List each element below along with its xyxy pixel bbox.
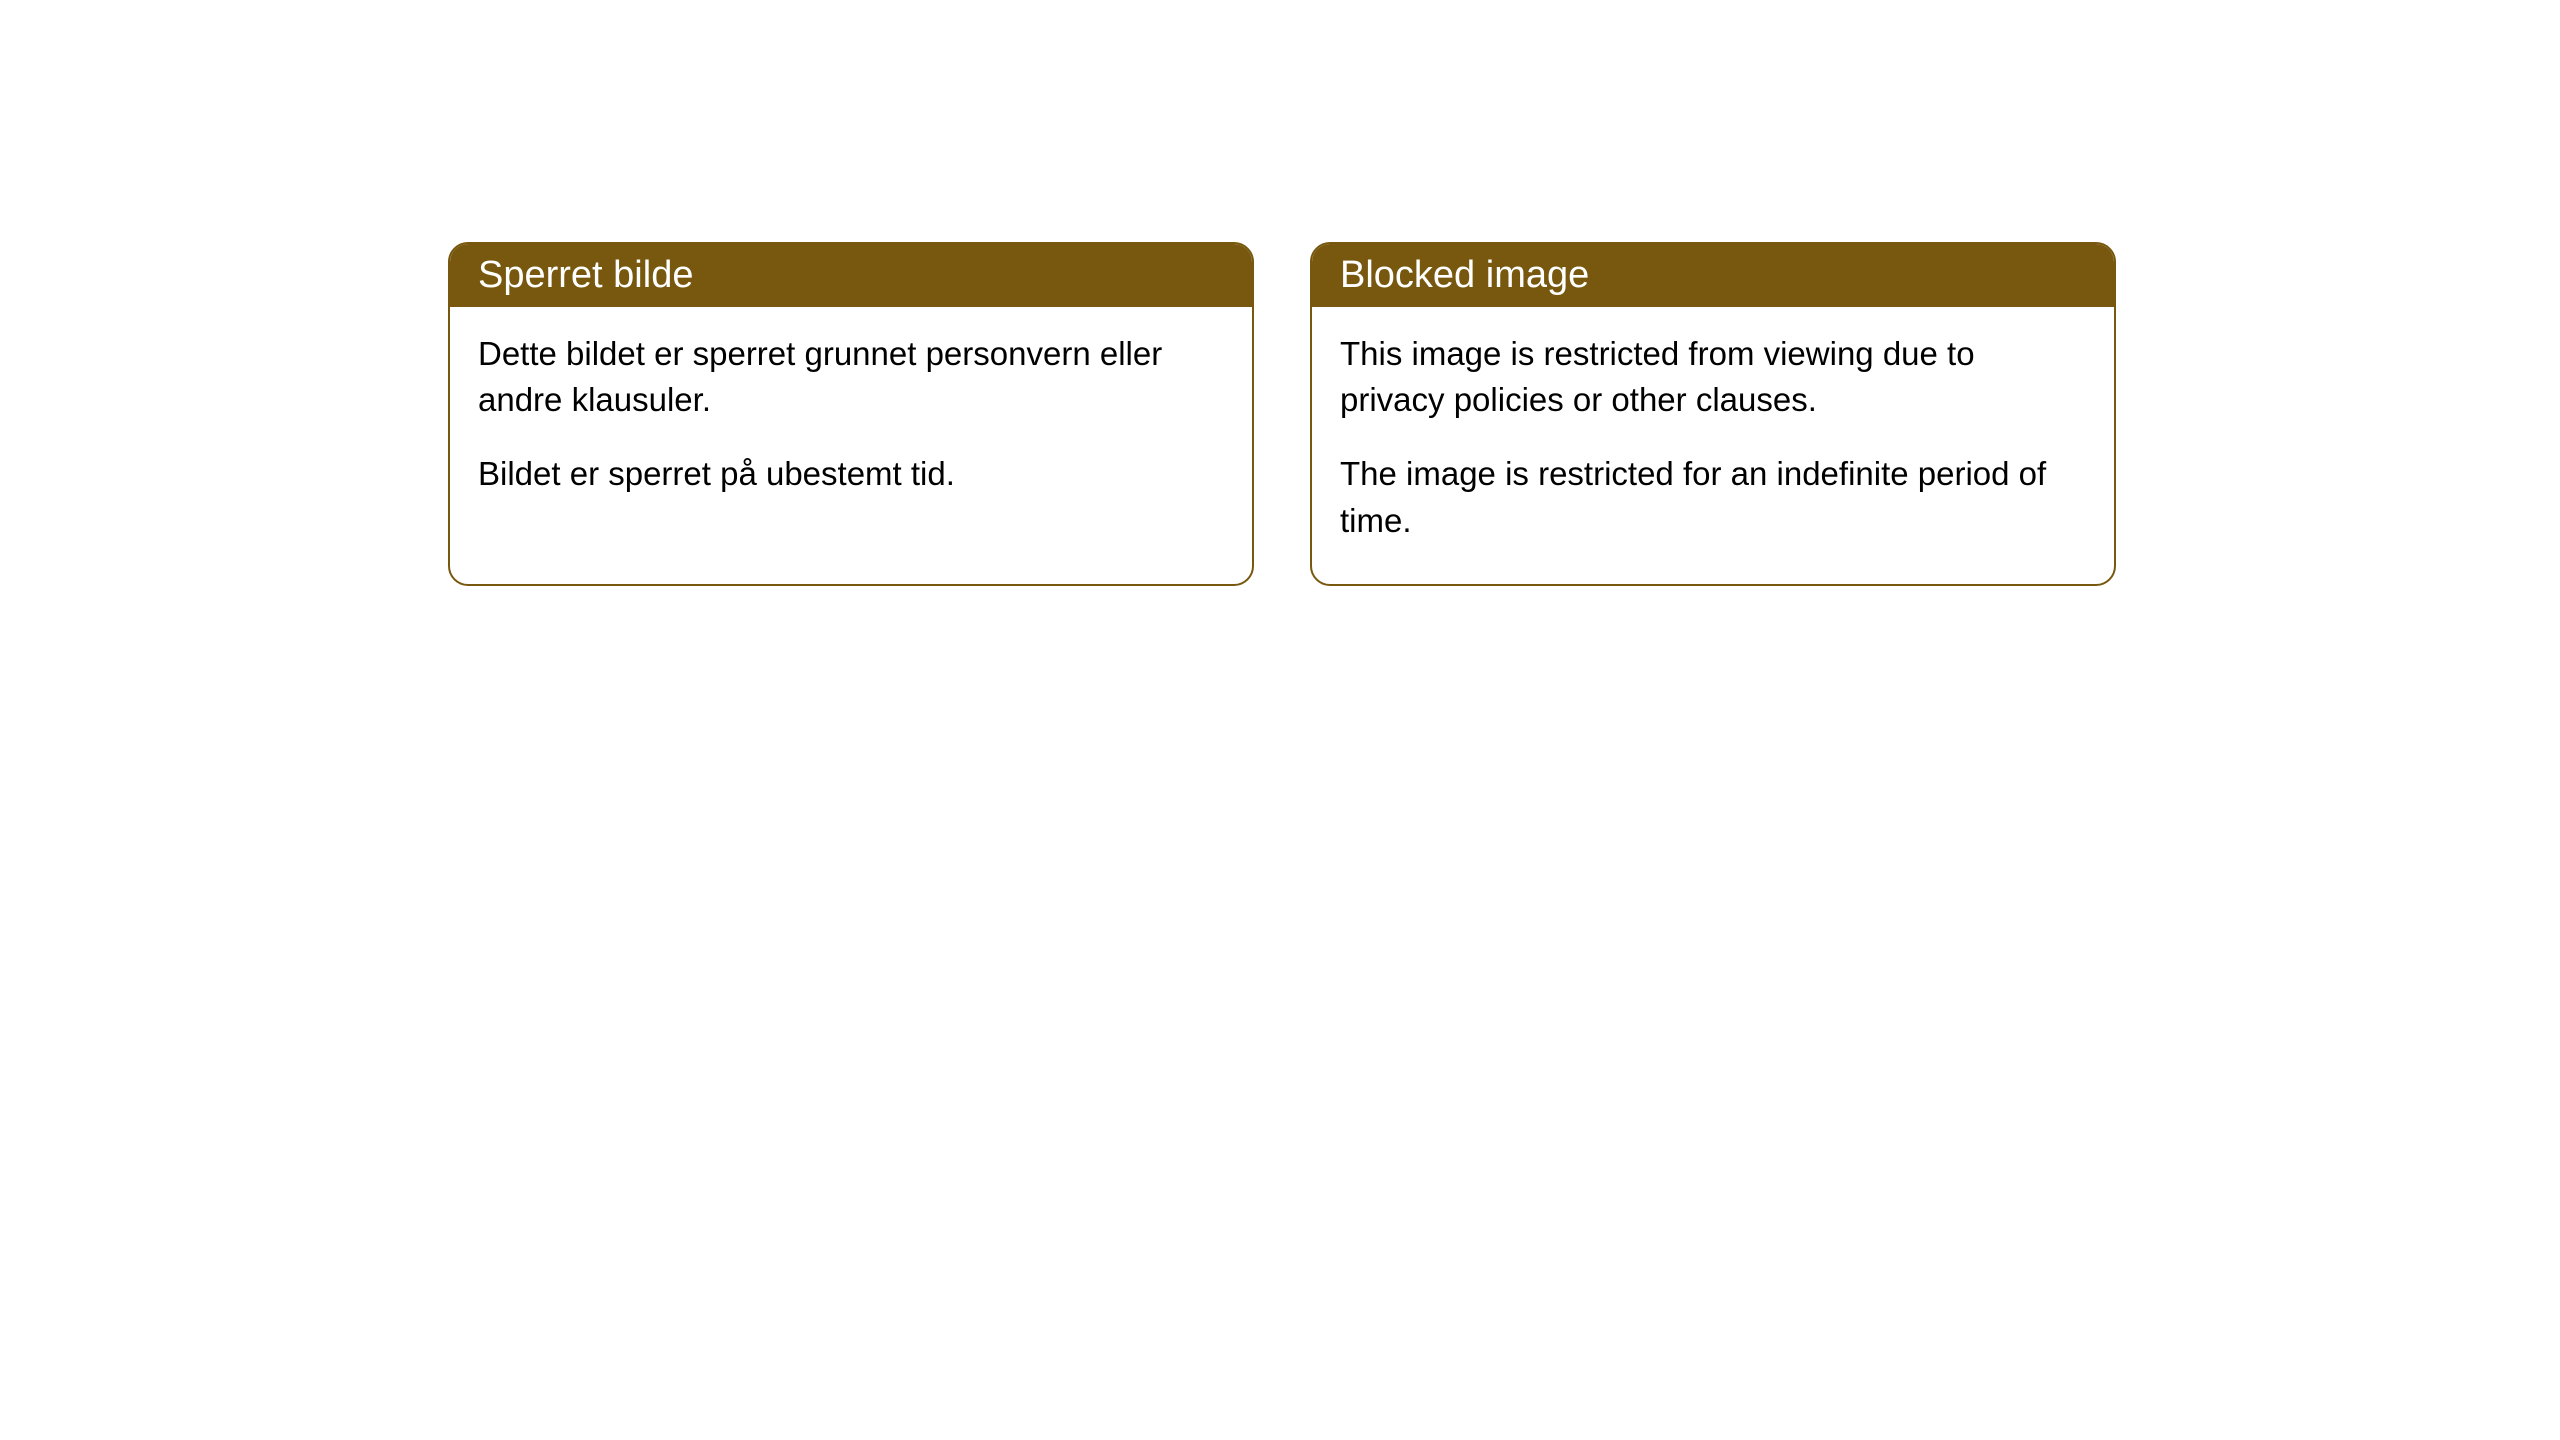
card-header-english: Blocked image <box>1312 244 2114 307</box>
blocked-image-card-norwegian: Sperret bilde Dette bildet er sperret gr… <box>448 242 1254 586</box>
card-body-norwegian: Dette bildet er sperret grunnet personve… <box>450 307 1252 538</box>
card-text-norwegian-2: Bildet er sperret på ubestemt tid. <box>478 451 1224 497</box>
card-text-norwegian-1: Dette bildet er sperret grunnet personve… <box>478 331 1224 423</box>
card-text-english-1: This image is restricted from viewing du… <box>1340 331 2086 423</box>
blocked-image-card-english: Blocked image This image is restricted f… <box>1310 242 2116 586</box>
card-header-norwegian: Sperret bilde <box>450 244 1252 307</box>
card-body-english: This image is restricted from viewing du… <box>1312 307 2114 584</box>
card-text-english-2: The image is restricted for an indefinit… <box>1340 451 2086 543</box>
cards-container: Sperret bilde Dette bildet er sperret gr… <box>0 0 2560 586</box>
